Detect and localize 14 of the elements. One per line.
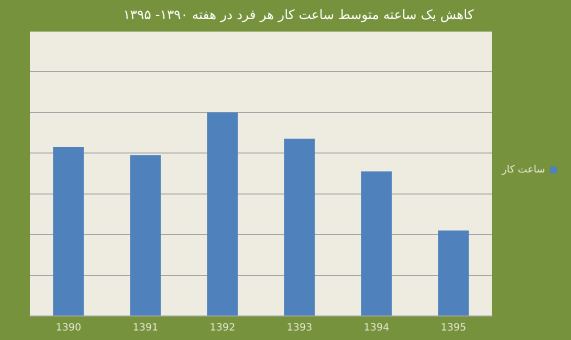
bar — [438, 230, 469, 316]
x-tick-label: 1391 — [132, 322, 158, 334]
x-tick-label: 1395 — [440, 322, 466, 334]
bar — [130, 155, 161, 316]
bar — [207, 112, 238, 316]
x-tick-label: 1390 — [56, 322, 82, 334]
bar — [53, 146, 84, 316]
legend-label: ساعت کار — [500, 164, 545, 176]
x-tick-label: 1393 — [286, 322, 312, 334]
bar — [361, 171, 392, 316]
chart-title: کاهش یک ساعته متوسط ساعت کار هر فرد در هفته ۱۳۹۰- ۱۳۹۵ — [123, 8, 475, 24]
x-tick-label: 1394 — [364, 322, 390, 334]
bar — [284, 138, 315, 316]
x-tick-label: 1392 — [210, 322, 236, 334]
